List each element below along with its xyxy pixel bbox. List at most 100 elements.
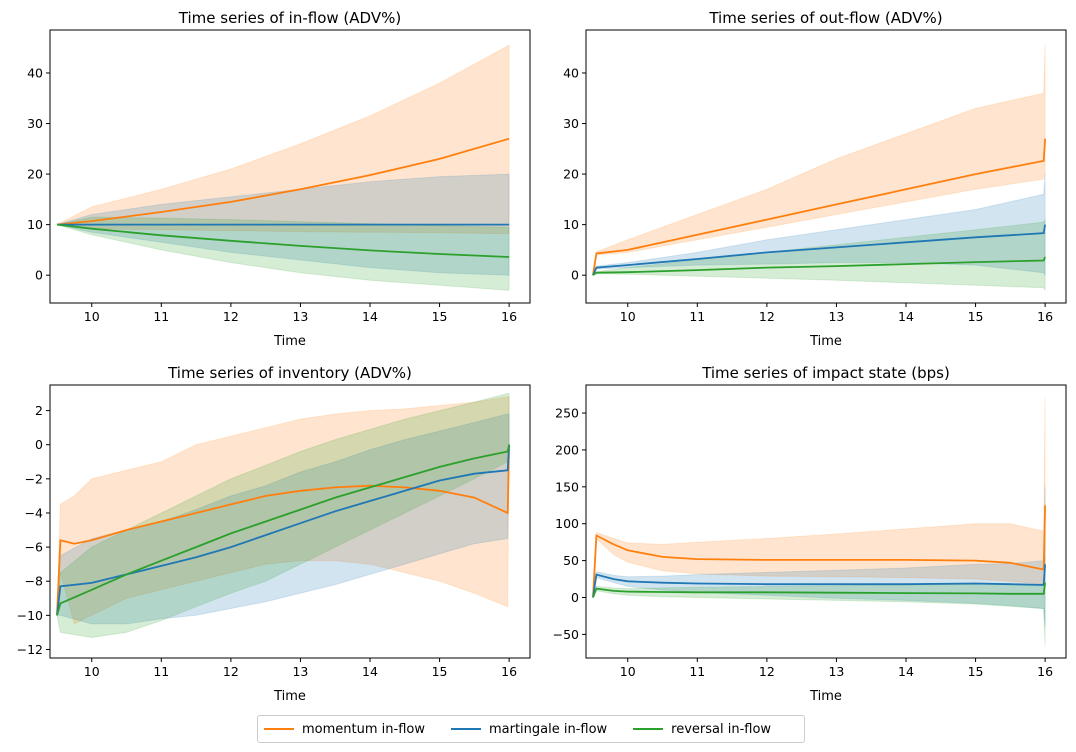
y-tick-label: 30 [563,116,579,131]
line-martingale [592,224,1046,276]
subplot-inflow-title: Time series of in-flow (ADV%) [178,9,401,27]
y-tick-label: 150 [555,479,579,494]
y-tick-label: 10 [563,217,579,232]
x-tick-label: 15 [432,309,448,324]
legend-label-reversal: reversal in-flow [671,721,772,737]
subplot-outflow: Time series of out-flow (ADV%) 10 11 12 13 1… [563,9,1067,349]
axes-frame [49,29,531,304]
y-tick-label: −8 [25,574,43,589]
subplot-inventory-title: Time series of inventory (ADV%) [167,364,412,382]
x-tick-label: 15 [968,664,984,679]
x-tick-label: 11 [689,309,705,324]
line-momentum [56,444,510,616]
y-tick-label: 0 [35,437,43,452]
y-tick-label: 200 [555,442,579,457]
legend-swatch-reversal [633,728,664,730]
legend-item-martingale: martingale in-flow [449,722,607,737]
y-tick-label: 2 [35,403,43,418]
subplot-outflow-title: Time series of out-flow (ADV%) [708,9,942,27]
x-tick-label: 15 [968,309,984,324]
x-tick-label: 12 [223,309,239,324]
x-tick-label: 10 [620,309,636,324]
x-tick-label: 11 [689,664,705,679]
x-tick-label: 15 [432,664,448,679]
band-momentum [56,396,510,625]
x-tick-label: 16 [1037,309,1053,324]
band-martingale [56,413,510,625]
x-tick-label: 11 [153,664,169,679]
subplot-impact-title: Time series of impact state (bps) [701,364,950,382]
subplot-inflow: Time series of in-flow (ADV%) 10 11 12 13 14… [27,9,531,349]
line-momentum [56,137,510,226]
x-tick-label: 10 [620,664,636,679]
x-tick-label: 13 [292,309,308,324]
line-reversal [56,223,510,258]
y-tick-label: 30 [27,116,43,131]
y-tick-label: −6 [25,540,43,555]
y-tick-label: −10 [17,608,43,623]
subplot-outflow-xlabel: Time [809,334,842,349]
x-tick-label: 13 [828,664,844,679]
legend-swatch-momentum [264,728,294,730]
subplot-inflow-plot: 10 11 12 13 14 15 16 0 10 20 30 40 [27,29,531,324]
x-tick-label: 14 [898,309,914,324]
x-tick-label: 10 [84,664,100,679]
plot-area-0 [55,44,510,291]
axes-frame [585,29,1067,304]
axes-frame [49,384,531,659]
legend-swatch-martingale [450,728,481,730]
x-tick-label: 12 [223,664,239,679]
subplot-impact-plot: 10 11 12 13 14 15 16 −50 0 50 100 150 200 250 [553,384,1067,679]
y-tick-label: 50 [563,553,579,568]
y-tick-label: 20 [563,167,579,182]
y-tick-label: 0 [35,268,43,283]
x-tick-label: 12 [759,309,775,324]
subplot-inflow-xlabel: Time [273,334,306,349]
axes-frame [585,384,1067,659]
y-tick-label: 10 [27,217,43,232]
band-momentum [592,398,1046,598]
y-tick-label: −2 [25,471,43,486]
subplot-impact: Time series of impact state (bps) 10 11 12… [553,364,1067,704]
line-momentum [592,505,1046,598]
y-tick-label: 20 [27,167,43,182]
y-tick-label: 250 [555,406,579,421]
y-tick-label: 40 [563,65,579,80]
legend: momentum in-flow martingale in-flow reve… [257,715,805,743]
plot-area-2 [56,393,510,639]
y-tick-label: −12 [17,642,43,657]
x-tick-label: 16 [501,309,517,324]
x-tick-label: 10 [84,309,100,324]
legend-label-momentum: momentum in-flow [302,721,425,737]
y-tick-label: 100 [555,516,579,531]
plot-area-3 [592,398,1046,646]
x-tick-label: 14 [898,664,914,679]
y-tick-label: −50 [553,627,579,642]
x-tick-label: 13 [292,664,308,679]
legend-label-martingale: martingale in-flow [488,721,608,737]
x-tick-label: 13 [828,309,844,324]
band-reversal [592,534,1046,646]
y-tick-label: 0 [571,590,579,605]
line-momentum [592,138,1046,276]
line-reversal [592,256,1046,276]
x-tick-label: 12 [759,664,775,679]
legend-item-reversal: reversal in-flow [631,722,771,737]
y-tick-label: 40 [27,65,43,80]
subplot-inventory-xlabel: Time [273,689,306,704]
y-tick-label: −4 [25,505,43,520]
x-tick-label: 16 [501,664,517,679]
subplot-impact-xlabel: Time [809,689,842,704]
x-tick-label: 14 [362,664,378,679]
subplot-inventory: Time series of inventory (ADV%) 10 11 12 13… [17,364,531,704]
line-martingale [56,444,510,616]
x-tick-label: 16 [1037,664,1053,679]
band-momentum [592,45,1046,276]
subplot-inventory-plot: 10 11 12 13 14 15 16 −12 −10 −8 −6 −4 −2 0 2 [17,384,531,679]
line-martingale [592,564,1046,598]
line-reversal [592,582,1046,598]
y-tick-label: 0 [571,268,579,283]
subplot-outflow-plot: 10 11 12 13 14 15 16 0 10 20 30 40 [563,29,1067,324]
x-tick-label: 11 [153,309,169,324]
